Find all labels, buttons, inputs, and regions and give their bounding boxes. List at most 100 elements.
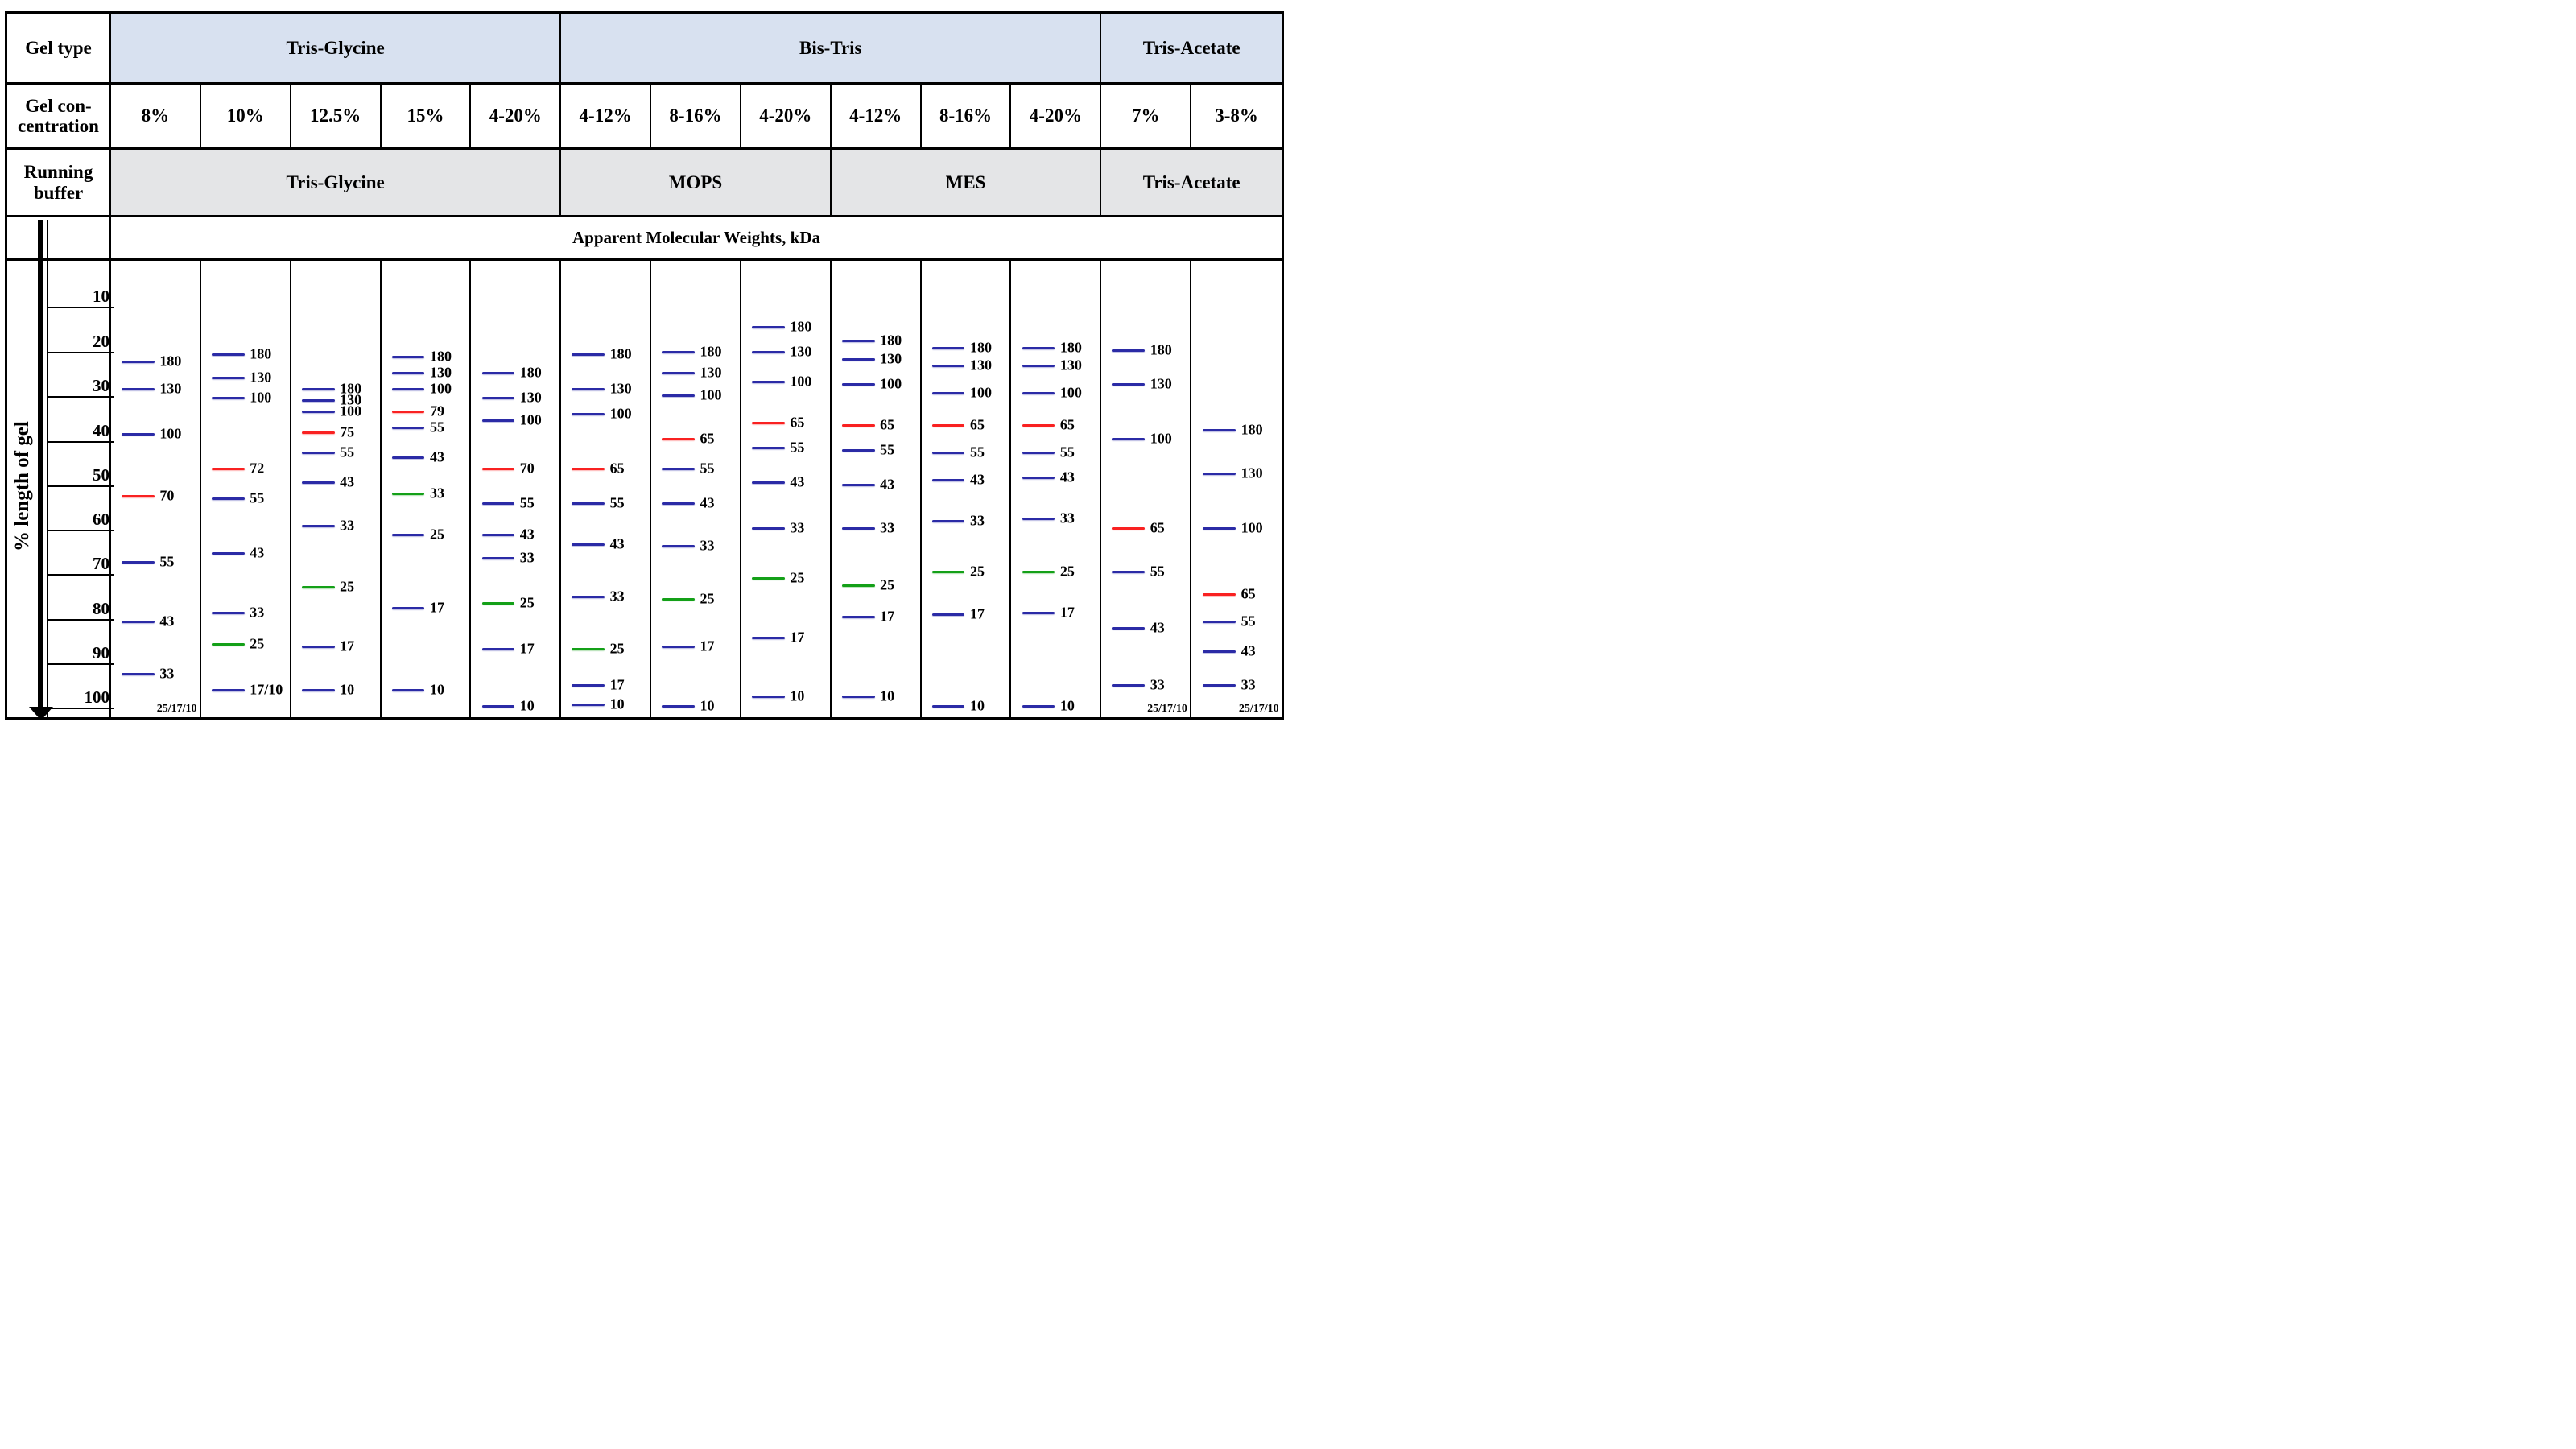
band-label: 100 bbox=[700, 386, 722, 403]
band-label: 25 bbox=[519, 594, 535, 611]
band-line bbox=[1202, 472, 1236, 475]
gel-lane: 180 130 100 70 55 43 33 25 17 10 bbox=[471, 261, 562, 717]
band-line bbox=[301, 481, 335, 484]
band-line bbox=[1202, 428, 1236, 431]
band-label: 17 bbox=[429, 599, 444, 616]
band-label: 10 bbox=[700, 697, 715, 714]
gel-concentration-cell: 8-16% bbox=[651, 85, 741, 147]
band-line bbox=[1202, 620, 1236, 623]
band-label: 55 bbox=[1059, 444, 1075, 460]
band-label: 33 bbox=[159, 665, 175, 682]
band-line bbox=[662, 502, 695, 505]
gel-concentration-cell: 8% bbox=[111, 85, 201, 147]
band-label: 65 bbox=[790, 414, 805, 431]
band-label: 65 bbox=[1150, 519, 1165, 536]
tick-line bbox=[48, 440, 114, 443]
band-label: 130 bbox=[429, 364, 452, 381]
gel-lane: 180 130 100 65 55 43 33 25/17/10 bbox=[1191, 261, 1282, 717]
band-label: 55 bbox=[970, 444, 985, 460]
band-label: 10 bbox=[880, 688, 895, 705]
band-line bbox=[752, 696, 785, 699]
band-label: 65 bbox=[1059, 416, 1075, 433]
band-line bbox=[1202, 526, 1236, 530]
band-label: 55 bbox=[1150, 563, 1165, 580]
band-line bbox=[752, 326, 785, 329]
gel-concentration-header-label: Gel con- centration bbox=[7, 85, 111, 147]
band-label: 17 bbox=[880, 608, 895, 625]
running-buffer-group: Tris-Acetate bbox=[1101, 150, 1282, 215]
gel-lane: 180 130 100 70 55 43 33 25/17/10 bbox=[111, 261, 201, 717]
row-gel-type: Gel type Tris-Glycine Bis-Tris Tris-Acetat… bbox=[7, 14, 1282, 85]
band-line bbox=[1202, 650, 1236, 653]
band-label: 180 bbox=[429, 348, 452, 365]
band-line bbox=[391, 606, 425, 609]
band-line bbox=[301, 431, 335, 434]
gel-lane: 180 130 100 65 55 43 33 25 17 10 bbox=[741, 261, 832, 717]
gel-concentration-cell: 4-20% bbox=[1011, 85, 1102, 147]
band-label: 10 bbox=[519, 697, 535, 714]
band-line bbox=[931, 570, 965, 573]
band-line bbox=[931, 479, 965, 482]
tick-line bbox=[48, 708, 114, 710]
band-line bbox=[212, 397, 245, 400]
gel-concentration-cell: 15% bbox=[381, 85, 472, 147]
row-gel-concentration: Gel con- centration 8% 10% 12.5% 15% 4-20% 4-… bbox=[7, 85, 1282, 150]
band-line bbox=[481, 602, 515, 605]
band-label: 43 bbox=[609, 535, 625, 552]
tick-line bbox=[48, 485, 114, 487]
band-line bbox=[391, 371, 425, 374]
tick-label: 30 bbox=[93, 375, 109, 395]
band-label: 65 bbox=[700, 430, 715, 447]
band-label: 130 bbox=[1241, 464, 1263, 481]
tick-label: 100 bbox=[84, 687, 110, 708]
band-label: 10 bbox=[970, 697, 985, 714]
band-line bbox=[841, 340, 875, 343]
tick-label: 40 bbox=[93, 420, 109, 440]
gel-lane: 180 130 100 79 55 43 33 25 17 10 bbox=[381, 261, 472, 717]
band-line bbox=[752, 636, 785, 639]
band-line bbox=[122, 360, 155, 363]
band-line bbox=[1022, 518, 1055, 521]
band-label: 65 bbox=[880, 416, 895, 433]
band-line bbox=[931, 392, 965, 395]
band-line bbox=[662, 438, 695, 441]
band-label: 180 bbox=[790, 318, 812, 335]
gel-type-group: Tris-Glycine bbox=[111, 14, 562, 82]
gel-concentration-cell: 3-8% bbox=[1191, 85, 1282, 147]
band-line bbox=[752, 447, 785, 450]
gel-lane: 180 130 100 65 55 43 33 25/17/10 bbox=[1101, 261, 1192, 717]
gel-direction-arrow bbox=[38, 220, 43, 707]
band-label: 130 bbox=[880, 350, 902, 367]
band-line bbox=[481, 371, 515, 374]
tick-label: 90 bbox=[93, 643, 109, 663]
gel-lane: 180 130 100 75 55 43 33 25 17 10 bbox=[291, 261, 382, 717]
gel-type-group: Bis-Tris bbox=[561, 14, 1102, 82]
band-line bbox=[662, 646, 695, 649]
band-line bbox=[572, 647, 605, 650]
tick-label: 50 bbox=[93, 464, 109, 485]
band-label: 25 bbox=[429, 526, 444, 543]
band-label: 180 bbox=[880, 332, 902, 349]
band-line bbox=[122, 620, 155, 623]
band-label: 100 bbox=[1150, 430, 1172, 447]
band-line bbox=[481, 397, 515, 400]
band-label: 33 bbox=[340, 517, 355, 534]
row-running-buffer: Running buffer Tris-Glycine MOPS MES Tris-A… bbox=[7, 150, 1282, 217]
band-line bbox=[662, 704, 695, 708]
band-label: 33 bbox=[1241, 676, 1256, 693]
band-line bbox=[212, 376, 245, 379]
running-buffer-group: MOPS bbox=[561, 150, 832, 215]
band-label: 65 bbox=[970, 416, 985, 433]
band-label: 100 bbox=[970, 385, 993, 402]
band-label: 33 bbox=[1150, 676, 1165, 693]
band-label: 72 bbox=[250, 460, 265, 477]
band-line bbox=[301, 646, 335, 649]
band-line bbox=[212, 353, 245, 357]
band-line bbox=[301, 387, 335, 390]
axis-scale-cell bbox=[7, 261, 111, 717]
row-molecular-weights: Apparent Molecular Weights, kDa bbox=[7, 217, 1282, 261]
gel-type-header-label: Gel type bbox=[7, 14, 111, 82]
lane-footnote: 25/17/10 bbox=[156, 703, 197, 715]
band-label: 10 bbox=[609, 696, 625, 712]
gel-lane: 180 130 100 65 55 43 33 25 17 10 bbox=[831, 261, 922, 717]
